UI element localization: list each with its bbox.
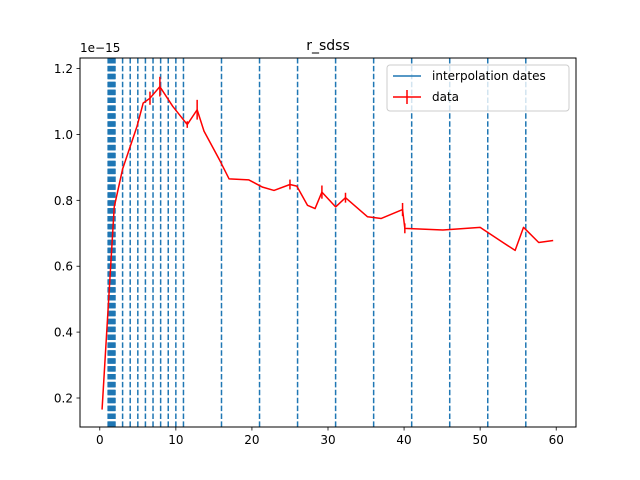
x-tick-label-50: 50 [473, 433, 488, 447]
y-tick-label-3: 0.8 [54, 194, 73, 208]
y-scale-label: 1e−15 [80, 41, 120, 55]
y-tick-label-0: 0.2 [54, 392, 73, 406]
x-tick-label-40: 40 [396, 433, 411, 447]
y-tick-label-4: 1.0 [54, 128, 73, 142]
legend-frame [386, 64, 570, 112]
legend-label-data: data [432, 90, 459, 104]
data-series-line [101, 85, 554, 410]
legend: interpolation dates data [386, 64, 570, 112]
x-tick-label-10: 10 [168, 433, 183, 447]
legend-label-interpolation: interpolation dates [432, 69, 546, 83]
x-tick-label-20: 20 [244, 433, 259, 447]
plot-area [101, 58, 554, 427]
x-tick-label-60: 60 [549, 433, 564, 447]
x-tick-label-30: 30 [320, 433, 335, 447]
y-tick-label-5: 1.2 [54, 62, 73, 76]
y-tick-label-2: 0.6 [54, 260, 73, 274]
axis-ticks: 0 10 20 30 40 50 60 0.2 0.4 0.6 0.8 1.0 1.2 [54, 62, 564, 447]
x-tick-label-0: 0 [96, 433, 104, 447]
y-tick-label-1: 0.4 [54, 326, 73, 340]
chart-title: r_sdss [306, 38, 350, 54]
